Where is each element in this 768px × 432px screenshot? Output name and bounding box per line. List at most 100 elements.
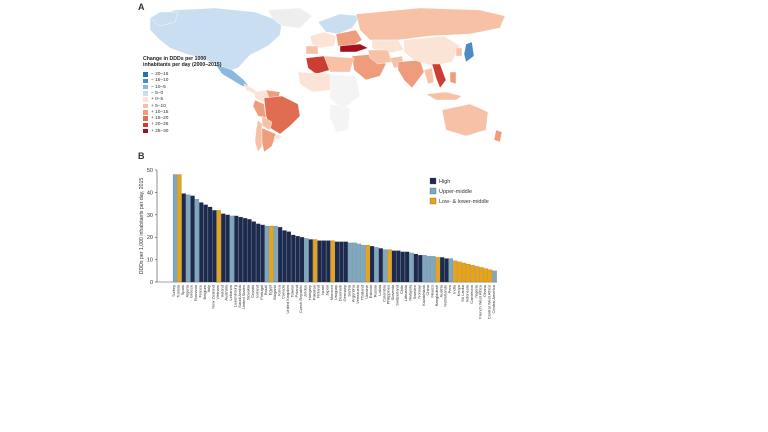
bar	[186, 194, 191, 283]
x-tick-label: Japan	[324, 285, 329, 296]
x-tick-label: Egypt	[268, 284, 273, 295]
bar	[256, 223, 261, 283]
map-legend-label: + 10–15	[151, 109, 169, 115]
x-tick-label: Italy	[206, 285, 211, 292]
x-tick-label: Venezuela	[355, 284, 360, 303]
y-tick-label: 50	[147, 168, 153, 174]
bar	[435, 257, 440, 283]
legend-label: High	[439, 179, 450, 185]
map-legend-title: Change in DDDs per 1000 inhabitants per …	[143, 56, 222, 69]
x-tick-label: Portugal	[259, 285, 264, 300]
bar	[199, 202, 204, 283]
bar	[448, 258, 453, 283]
x-tick-label: Latvia	[377, 284, 382, 295]
bar	[221, 213, 226, 283]
x-tick-label: Bangladesh	[434, 285, 439, 306]
map-region-bolivia	[261, 115, 273, 131]
x-tick-label: Norway	[416, 285, 421, 299]
bar	[278, 227, 283, 283]
x-tick-label: Central West Africa	[486, 284, 491, 319]
x-tick-label: Bulgaria	[272, 284, 277, 299]
x-tick-label: Hungary	[307, 285, 312, 300]
map-region-russia	[355, 7, 506, 41]
x-tick-label: Netherlands	[443, 285, 448, 307]
legend-swatch	[429, 187, 437, 195]
x-tick-label: Philippines	[386, 285, 391, 304]
map-region-alaska	[149, 11, 179, 27]
x-tick-label: Peru	[447, 285, 452, 293]
bar	[383, 249, 388, 283]
bar	[304, 238, 309, 283]
map-region-africa-west	[297, 71, 333, 93]
bar	[479, 267, 484, 283]
x-tick-label: Jordan	[303, 285, 308, 297]
bar	[321, 240, 327, 283]
map-region-argentina	[261, 127, 277, 153]
bar	[264, 225, 270, 283]
bar	[242, 218, 248, 283]
bar	[339, 241, 344, 283]
y-tick-label: 20	[147, 235, 153, 241]
y-tick-label: 40	[147, 190, 153, 196]
x-tick-label: Saudi Arabia	[237, 284, 242, 307]
x-tick-label: Poland	[294, 285, 299, 297]
bar	[308, 239, 313, 283]
x-tick-label: Ukraine	[364, 284, 369, 299]
bar	[216, 210, 221, 283]
panel-label-a: A	[138, 2, 145, 12]
map-legend-swatch	[143, 110, 148, 115]
x-tick-label: Switzerland	[394, 285, 399, 306]
map-region-greenland	[267, 7, 313, 29]
map-region-africa-south	[329, 103, 351, 133]
map-region-africa-central	[329, 73, 361, 111]
map-legend-item: + 20–25	[143, 122, 233, 128]
map-legend-swatch	[143, 97, 148, 102]
bar	[291, 234, 296, 283]
x-tick-label: Denmark	[338, 285, 343, 301]
map-region-algeria	[305, 55, 331, 75]
bar	[207, 206, 213, 283]
x-tick-label: Belgium	[202, 284, 207, 299]
bar	[426, 256, 432, 283]
map-region-vietnam	[431, 63, 447, 89]
legend-label: Upper-middle	[439, 189, 472, 195]
bar	[396, 250, 401, 283]
map-region-philippines	[449, 71, 457, 85]
bar	[313, 239, 318, 283]
x-tick-label: Colombia	[381, 284, 386, 302]
map-region-peru	[252, 99, 267, 119]
legend-swatch	[429, 197, 437, 205]
x-tick-label: Cameroon	[469, 285, 474, 304]
bar	[234, 215, 239, 283]
bar	[356, 243, 362, 283]
x-tick-label: Austria	[438, 284, 443, 297]
x-tick-label: Czech Republic	[298, 285, 303, 313]
x-tick-label: United Kingdom	[285, 284, 290, 313]
x-tick-label: Slovenia	[390, 284, 395, 300]
x-tick-label: United States	[241, 285, 246, 309]
x-tick-label: Pakistan	[311, 285, 316, 300]
map-legend-items: − 20–15− 15–10− 10–5− 5–0 + 0–5 + 5–10 + 10…	[143, 71, 233, 134]
x-tick-label: Thailand	[359, 285, 364, 300]
x-tick-label: Morocco	[329, 284, 334, 300]
bar	[225, 214, 230, 283]
x-tick-label: Croatia	[250, 284, 255, 298]
bar	[273, 225, 278, 283]
map-legend-swatch	[143, 84, 148, 90]
bar	[418, 255, 423, 283]
map-region-korea	[455, 47, 463, 57]
bar	[488, 269, 493, 283]
x-tick-label: Sri Lanka	[460, 284, 465, 302]
map-region-thailand	[423, 67, 435, 85]
x-tick-label: Slovakia	[246, 284, 251, 300]
map-legend-label: + 0–5	[151, 97, 164, 103]
map-legend-item: − 10–5	[143, 84, 233, 90]
map-legend-item: + 10–15	[143, 109, 233, 115]
x-tick-label: Ireland	[219, 285, 224, 297]
bar	[431, 256, 436, 283]
bar	[466, 264, 471, 283]
x-tick-label: Romania	[193, 284, 198, 301]
x-tick-label: Spain	[180, 285, 185, 295]
x-tick-label: Iceland	[254, 285, 259, 298]
bar	[317, 240, 322, 283]
